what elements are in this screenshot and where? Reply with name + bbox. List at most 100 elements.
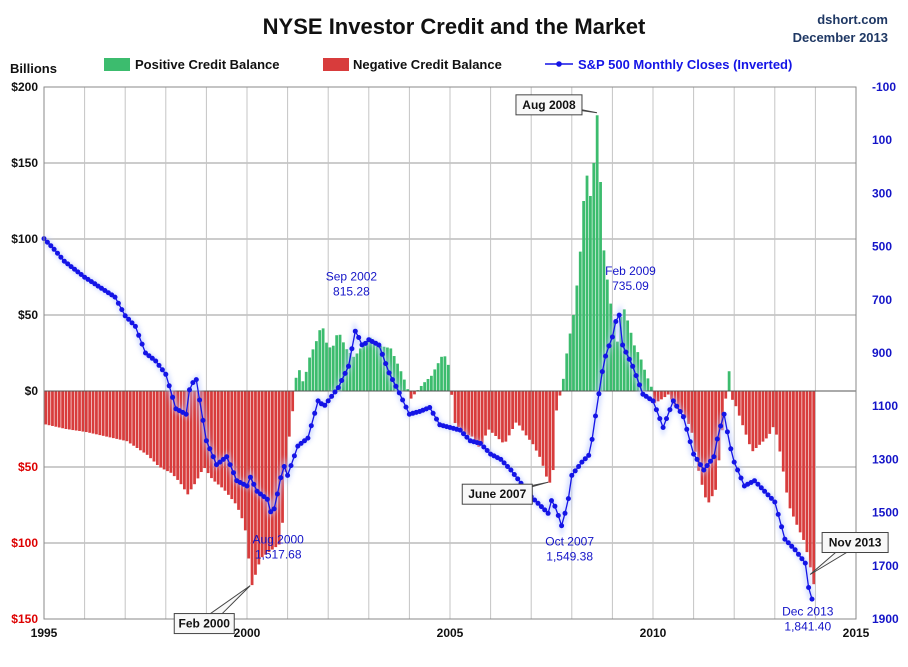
credit-bar-140 bbox=[517, 391, 521, 426]
sp500-point-197 bbox=[708, 458, 713, 464]
sp500-point-212 bbox=[758, 485, 764, 491]
legend-swatch-positive bbox=[104, 58, 130, 71]
sp500-point-55 bbox=[227, 462, 233, 468]
annotation-aug-2000-line-1: 1,517.68 bbox=[255, 547, 302, 561]
sp500-point-60 bbox=[244, 483, 250, 489]
credit-bar-17 bbox=[101, 391, 105, 436]
sp500-point-199 bbox=[714, 436, 720, 442]
sp500-point-125 bbox=[464, 434, 470, 440]
credit-bar-70 bbox=[281, 391, 284, 523]
sp500-point-93 bbox=[356, 335, 362, 340]
sp500-point-140 bbox=[515, 476, 521, 482]
y-right-tick-10: 1900 bbox=[872, 612, 899, 626]
sp500-point-103 bbox=[390, 377, 395, 383]
sp500-point-153 bbox=[559, 523, 565, 529]
sp500-point-81 bbox=[315, 398, 321, 404]
sp500-point-164 bbox=[596, 391, 602, 397]
sp500-point-145 bbox=[532, 497, 538, 503]
sp500-point-102 bbox=[386, 370, 392, 376]
credit-bar-30 bbox=[145, 391, 149, 455]
credit-bar-148 bbox=[545, 391, 548, 477]
chart-title: NYSE Investor Credit and the Market bbox=[263, 14, 646, 39]
sp500-point-75 bbox=[295, 443, 301, 449]
credit-bar-176 bbox=[639, 359, 643, 391]
sp500-point-73 bbox=[288, 463, 294, 469]
sp500-point-28 bbox=[136, 332, 142, 338]
sp500-point-225 bbox=[802, 560, 808, 566]
credit-bar-55 bbox=[230, 391, 234, 500]
credit-bar-73 bbox=[291, 391, 295, 412]
credit-bar-96 bbox=[369, 337, 372, 391]
sp500-point-227 bbox=[809, 596, 815, 602]
sp500-point-219 bbox=[782, 536, 788, 542]
sp500-point-151 bbox=[552, 503, 558, 509]
credit-bar-35 bbox=[162, 391, 166, 470]
sp500-point-123 bbox=[457, 427, 463, 433]
sp500-point-42 bbox=[183, 411, 189, 417]
credit-bar-193 bbox=[697, 391, 701, 471]
credit-bar-153 bbox=[561, 378, 565, 391]
credit-bar-82 bbox=[321, 328, 325, 391]
credit-bar-183 bbox=[663, 391, 667, 398]
sp500-point-56 bbox=[231, 470, 236, 476]
sp500-point-185 bbox=[667, 407, 673, 413]
credit-bar-103 bbox=[392, 356, 396, 391]
credit-bar-217 bbox=[778, 391, 782, 452]
credit-bar-75 bbox=[298, 370, 301, 391]
credit-bar-50 bbox=[213, 391, 217, 482]
sp500-point-218 bbox=[779, 524, 785, 530]
credit-bar-105 bbox=[399, 371, 403, 391]
sp500-point-95 bbox=[362, 340, 368, 346]
credit-bar-28 bbox=[139, 391, 142, 451]
y-left-tick-5: $50 bbox=[18, 460, 38, 474]
sp500-point-194 bbox=[697, 462, 703, 468]
credit-bar-45 bbox=[196, 391, 200, 479]
y-right-tick-4: 700 bbox=[872, 293, 892, 307]
credit-bar-44 bbox=[193, 391, 196, 485]
sp500-point-85 bbox=[329, 393, 335, 399]
credit-bar-213 bbox=[764, 391, 768, 439]
sp500-point-161 bbox=[586, 452, 592, 458]
credit-bar-3 bbox=[54, 391, 58, 427]
sp500-point-22 bbox=[115, 300, 121, 306]
credit-bar-5 bbox=[61, 391, 64, 429]
credit-bar-146 bbox=[538, 391, 542, 457]
sp500-point-129 bbox=[477, 440, 483, 446]
credit-bar-104 bbox=[396, 363, 399, 391]
y-right-tick-6: 1100 bbox=[872, 399, 898, 413]
credit-bar-182 bbox=[660, 391, 663, 400]
sp500-point-101 bbox=[383, 361, 389, 367]
credit-bar-23 bbox=[122, 391, 125, 441]
sp500-point-6 bbox=[61, 258, 67, 264]
date-label: December 2013 bbox=[793, 30, 888, 45]
annotation-sep-2002-line-1: 815.28 bbox=[333, 284, 370, 298]
sp500-point-50 bbox=[210, 454, 216, 460]
sp500-point-105 bbox=[396, 390, 402, 396]
callout-label-feb-2000: Feb 2000 bbox=[179, 617, 231, 631]
credit-bar-191 bbox=[690, 391, 694, 433]
credit-bar-162 bbox=[592, 163, 596, 391]
credit-bar-120 bbox=[450, 391, 454, 395]
credit-bar-196 bbox=[707, 391, 711, 503]
sp500-point-182 bbox=[657, 416, 663, 422]
credit-bar-32 bbox=[152, 391, 156, 462]
sp500-point-172 bbox=[623, 349, 629, 355]
credit-bar-164 bbox=[599, 182, 602, 391]
sp500-point-160 bbox=[582, 456, 588, 462]
sp500-point-206 bbox=[738, 475, 744, 481]
credit-bar-118 bbox=[443, 356, 447, 391]
credit-bar-227 bbox=[812, 391, 816, 585]
credit-bar-53 bbox=[223, 391, 227, 491]
credit-bar-192 bbox=[693, 391, 697, 452]
sp500-point-29 bbox=[139, 341, 145, 347]
callout-label-june-2007: June 2007 bbox=[468, 487, 526, 501]
credit-bar-222 bbox=[795, 391, 799, 525]
sp500-point-192 bbox=[691, 451, 697, 457]
callout-box-nov-2013 bbox=[821, 532, 889, 554]
sp500-point-149 bbox=[545, 510, 551, 516]
sp500-point-165 bbox=[599, 369, 605, 375]
credit-bar-131 bbox=[487, 391, 491, 430]
sp500-point-157 bbox=[572, 468, 578, 474]
sp500-point-174 bbox=[630, 363, 636, 369]
credit-bar-34 bbox=[159, 391, 163, 468]
